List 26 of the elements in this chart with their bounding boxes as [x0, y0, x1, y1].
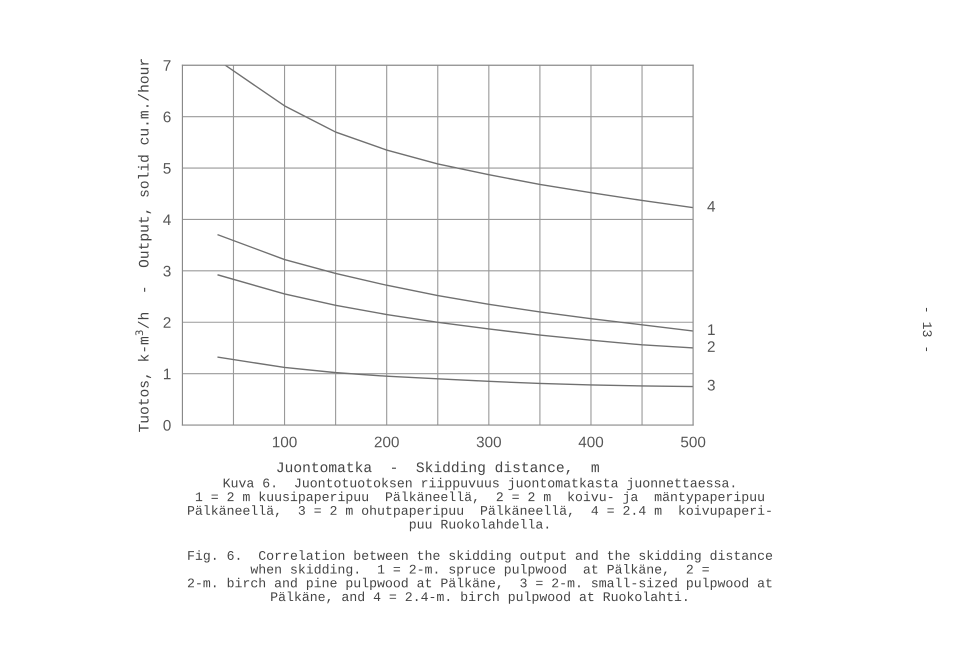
- y-tick-label: 5: [163, 163, 171, 174]
- y-tick-label: 1: [164, 368, 171, 380]
- y-tick-label: 2: [164, 317, 171, 328]
- y-tick-label: 6: [164, 112, 171, 122]
- series-label: 3: [708, 380, 715, 391]
- y-tick-label: 0: [163, 420, 171, 431]
- y-axis-title: Tuotos, k-m$^{3}$/h - Output, solid cu.m./hour: [135, 59, 152, 432]
- y-tick-label: 3: [163, 266, 171, 277]
- y-tick-label: 4: [163, 214, 171, 225]
- line-series: [217, 356, 694, 388]
- line-series: [224, 65, 694, 208]
- line-series: [217, 274, 694, 349]
- line-series: [217, 234, 694, 332]
- series-label: 1: [708, 324, 715, 335]
- x-tick-label: 300: [476, 436, 501, 448]
- text: Kuva 6. Juontotuotoksen riippuvuus juontomatkasta juonnettaessa. 1 = 2 m kuusipaperipuu Pälkäneellä, 2 = 2 m koivu- ja mäntypaperipuu Pälkäneellä, 3 = 2 m ohutpaperipuu Pälkäneellä, 4 = 2.4 m koivupaperi- puu Ruokolahdella.: [188, 478, 771, 532]
- x-tick-label: 200: [374, 436, 399, 448]
- series-label: 4: [707, 201, 716, 212]
- x-tick-label: 100: [272, 436, 297, 448]
- text: - 13 -: [922, 308, 932, 352]
- caption: Fig. 6. Correlation between the skidding output and the skidding distance when skidding. 1 = 2-m. spruce pulpwood at Pälkäne, 2 = 2-m. birch and pine pulpwood at Pälkäne, 3 = 2-m. small-sized pulpwood at Pälkäne, and 4 = 2.4-m. birch pulpwood at Ruokolahti.: [188, 550, 772, 604]
- x-axis-title: Juontomatka - Skidding distance, m: [277, 462, 599, 476]
- series-label: 2: [708, 341, 715, 352]
- y-tick-label: 7: [164, 60, 171, 71]
- x-tick-label: 400: [578, 436, 604, 448]
- x-tick-label: 500: [680, 436, 706, 448]
